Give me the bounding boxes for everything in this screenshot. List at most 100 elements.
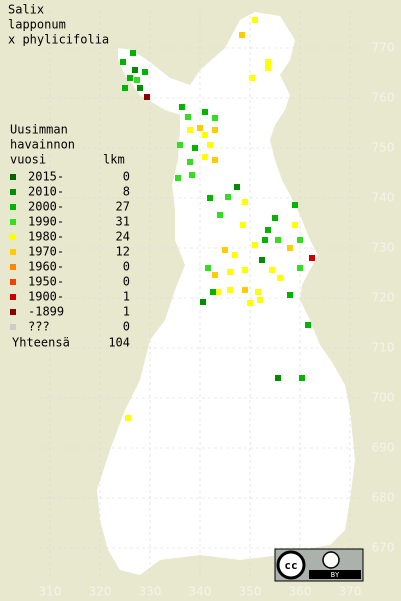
observation <box>299 375 305 381</box>
observation <box>255 289 261 295</box>
legend-count: 8 <box>123 185 130 199</box>
observation <box>297 265 303 271</box>
y-tick-label: 750 <box>372 141 395 155</box>
legend-swatch <box>10 279 16 285</box>
observation <box>265 59 271 65</box>
legend-count: 0 <box>123 260 130 274</box>
observation <box>189 172 195 178</box>
x-tick-label: 310 <box>39 585 62 599</box>
observation <box>137 85 143 91</box>
observation <box>265 65 271 71</box>
y-tick-label: 700 <box>372 391 395 405</box>
observation <box>125 415 131 421</box>
legend-swatch <box>10 234 16 240</box>
observation <box>259 257 265 263</box>
legend-label: 1980- <box>28 230 64 244</box>
legend-total: 104 <box>108 336 130 350</box>
legend-count-header: lkm <box>103 153 125 167</box>
observation <box>132 67 138 73</box>
observation <box>205 265 211 271</box>
observation <box>247 300 253 306</box>
x-tick-label: 320 <box>89 585 112 599</box>
observation <box>212 115 218 121</box>
observation <box>127 75 133 81</box>
legend-label: -1899 <box>28 305 64 319</box>
legend-header: vuosi <box>10 153 46 167</box>
y-tick-label: 670 <box>372 541 395 555</box>
legend-label: 2000- <box>28 200 64 214</box>
title-line: Salix <box>8 3 44 17</box>
observation <box>192 145 198 151</box>
legend-total-label: Yhteensä <box>12 336 70 350</box>
y-tick-label: 760 <box>372 91 395 105</box>
legend-swatch <box>10 264 16 270</box>
observation <box>287 292 293 298</box>
by-icon <box>322 551 340 569</box>
title-line: x phylicifolia <box>8 33 109 47</box>
badge-strip <box>309 570 361 579</box>
observation <box>202 109 208 115</box>
finland-outline <box>97 12 355 575</box>
observation <box>222 247 228 253</box>
observation <box>277 275 283 281</box>
cc-mark: cc <box>284 559 297 572</box>
observation <box>242 267 248 273</box>
observation <box>232 252 238 258</box>
observation <box>227 287 233 293</box>
observation <box>202 154 208 160</box>
legend-header: Uusimman <box>10 123 68 137</box>
legend: Uusimman havainnon vuosi lkm Yhteensä 10… <box>10 123 130 350</box>
legend-count: 12 <box>116 245 130 259</box>
legend-count: 0 <box>123 170 130 184</box>
observation <box>187 159 193 165</box>
legend-count: 24 <box>116 230 130 244</box>
observation <box>287 245 293 251</box>
legend-label: 1970- <box>28 245 64 259</box>
y-tick-label: 730 <box>372 241 395 255</box>
x-tick-label: 330 <box>139 585 162 599</box>
observation <box>239 32 245 38</box>
observation <box>144 94 150 100</box>
observation <box>265 227 271 233</box>
observation <box>240 222 246 228</box>
observation <box>257 297 263 303</box>
observation <box>187 127 193 133</box>
observation <box>142 69 148 75</box>
x-tick-label: 340 <box>189 585 212 599</box>
observation <box>134 77 140 83</box>
observation <box>179 104 185 110</box>
observation <box>234 184 240 190</box>
observation <box>292 222 298 228</box>
observation <box>175 175 181 181</box>
observation <box>275 237 281 243</box>
observation <box>207 195 213 201</box>
y-tick-label: 680 <box>372 491 395 505</box>
legend-label: 1900- <box>28 290 64 304</box>
legend-swatch <box>10 174 16 180</box>
legend-count: 1 <box>123 305 130 319</box>
observation <box>212 272 218 278</box>
legend-count: 0 <box>123 320 130 334</box>
observation <box>262 237 268 243</box>
title: Salix lapponum x phylicifolia <box>8 3 109 47</box>
x-tick-label: 370 <box>339 585 362 599</box>
legend-label: 1960- <box>28 260 64 274</box>
y-tick-label: 690 <box>372 441 395 455</box>
observation <box>292 202 298 208</box>
observation <box>269 267 275 273</box>
observation <box>200 299 206 305</box>
legend-label: 2015- <box>28 170 64 184</box>
observations <box>120 17 315 421</box>
observation <box>212 127 218 133</box>
observation <box>272 215 278 221</box>
observation <box>177 142 183 148</box>
observation <box>215 289 221 295</box>
y-tick-label: 710 <box>372 341 395 355</box>
observation <box>225 194 231 200</box>
y-tick-label: 740 <box>372 191 395 205</box>
legend-header: havainnon <box>10 138 75 152</box>
badge-label: BY <box>331 571 340 579</box>
cc-icon <box>276 550 306 580</box>
observation <box>212 157 218 163</box>
